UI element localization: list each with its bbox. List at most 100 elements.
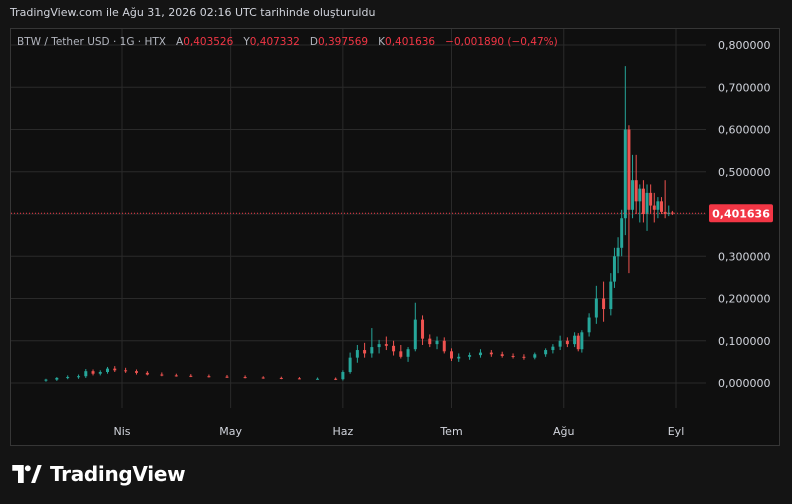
- candle-body: [44, 379, 48, 381]
- x-tick-label: Ağu: [553, 425, 574, 438]
- candle-body: [348, 357, 352, 373]
- y-tick-label: 0,700000: [718, 81, 771, 94]
- candle: [594, 285, 598, 324]
- low-label: D: [309, 36, 318, 48]
- candle-body: [631, 180, 635, 210]
- candle-body: [587, 317, 591, 333]
- candle: [160, 372, 164, 377]
- candle-body: [377, 344, 381, 348]
- candle: [225, 374, 229, 378]
- candle: [392, 340, 396, 356]
- candle: [145, 371, 149, 376]
- candle-body: [450, 351, 454, 359]
- candle-body: [413, 319, 417, 350]
- candle: [174, 373, 178, 377]
- candle: [421, 315, 425, 345]
- candle-body: [435, 340, 439, 345]
- candle: [84, 369, 88, 378]
- candle: [638, 184, 642, 223]
- candle: [641, 180, 645, 223]
- close-label: K: [378, 36, 386, 48]
- close-value: 0,401636: [385, 36, 436, 48]
- candle: [334, 377, 338, 381]
- candle: [468, 352, 472, 360]
- candle-body: [565, 340, 569, 345]
- candle: [609, 273, 613, 316]
- candle-body: [421, 319, 425, 339]
- candle: [602, 281, 606, 322]
- candle: [656, 197, 660, 219]
- price-badge-label: 0,401636: [712, 207, 770, 220]
- candle-body: [500, 354, 504, 356]
- candle-body: [189, 375, 193, 377]
- candle-body: [638, 188, 642, 202]
- candle-body: [207, 376, 211, 378]
- candle-body: [457, 356, 461, 359]
- candle: [316, 377, 320, 380]
- candle: [489, 350, 493, 357]
- candle-body: [406, 349, 410, 357]
- candle: [55, 377, 59, 381]
- candle: [66, 375, 70, 380]
- candle: [428, 334, 432, 348]
- candle-body: [113, 368, 117, 371]
- candles: [44, 66, 674, 382]
- candle: [620, 209, 624, 257]
- candle-body: [468, 355, 472, 357]
- candle-body: [279, 377, 283, 379]
- candle-body: [522, 356, 526, 358]
- open-value: 0,403526: [183, 36, 234, 48]
- candle: [406, 347, 410, 362]
- candle-body: [623, 129, 627, 219]
- candle: [399, 344, 403, 359]
- candle: [189, 374, 193, 378]
- y-tick-label: 0,800000: [718, 39, 771, 52]
- candle-body: [670, 212, 674, 214]
- candle-body: [576, 335, 580, 350]
- candle: [627, 125, 631, 274]
- x-tick-label: May: [219, 425, 242, 438]
- chart-panel[interactable]: [10, 28, 780, 446]
- candle-body: [243, 377, 247, 379]
- y-tick-label: 0,100000: [718, 335, 771, 348]
- low-value: 0,397569: [317, 36, 369, 48]
- open-label: A: [176, 36, 184, 48]
- candle: [670, 210, 674, 216]
- candle: [348, 352, 352, 374]
- candle: [522, 354, 526, 360]
- candle: [370, 328, 374, 358]
- candle: [576, 333, 580, 352]
- candle: [652, 192, 656, 223]
- y-tick-label: 0,500000: [718, 166, 771, 179]
- candle: [91, 369, 95, 376]
- x-tick-label: Eyl: [668, 425, 685, 438]
- candle-body: [652, 205, 656, 210]
- candle-body: [55, 377, 59, 380]
- candle: [98, 370, 102, 376]
- high-label: Y: [243, 36, 250, 48]
- candle-body: [612, 256, 616, 282]
- candle: [435, 336, 439, 350]
- tradingview-logo[interactable]: TradingView: [12, 462, 186, 486]
- candle: [377, 339, 381, 354]
- candle: [355, 344, 359, 363]
- candle: [544, 348, 548, 357]
- candle: [649, 184, 653, 214]
- candle-body: [225, 376, 229, 378]
- candle-body: [649, 192, 653, 206]
- candle: [500, 351, 504, 358]
- candle-body: [124, 370, 128, 372]
- candle: [279, 376, 283, 380]
- candle: [478, 349, 482, 358]
- candle-body: [145, 372, 149, 375]
- candle: [573, 332, 577, 348]
- grid-lines: [11, 29, 706, 408]
- candle: [660, 197, 664, 214]
- candle-body: [511, 355, 515, 357]
- candle: [341, 370, 345, 381]
- x-tick-label: Haz: [332, 425, 353, 438]
- candle-body: [316, 378, 320, 380]
- x-tick-label: Nis: [113, 425, 130, 438]
- x-tick-label: Tem: [439, 425, 462, 438]
